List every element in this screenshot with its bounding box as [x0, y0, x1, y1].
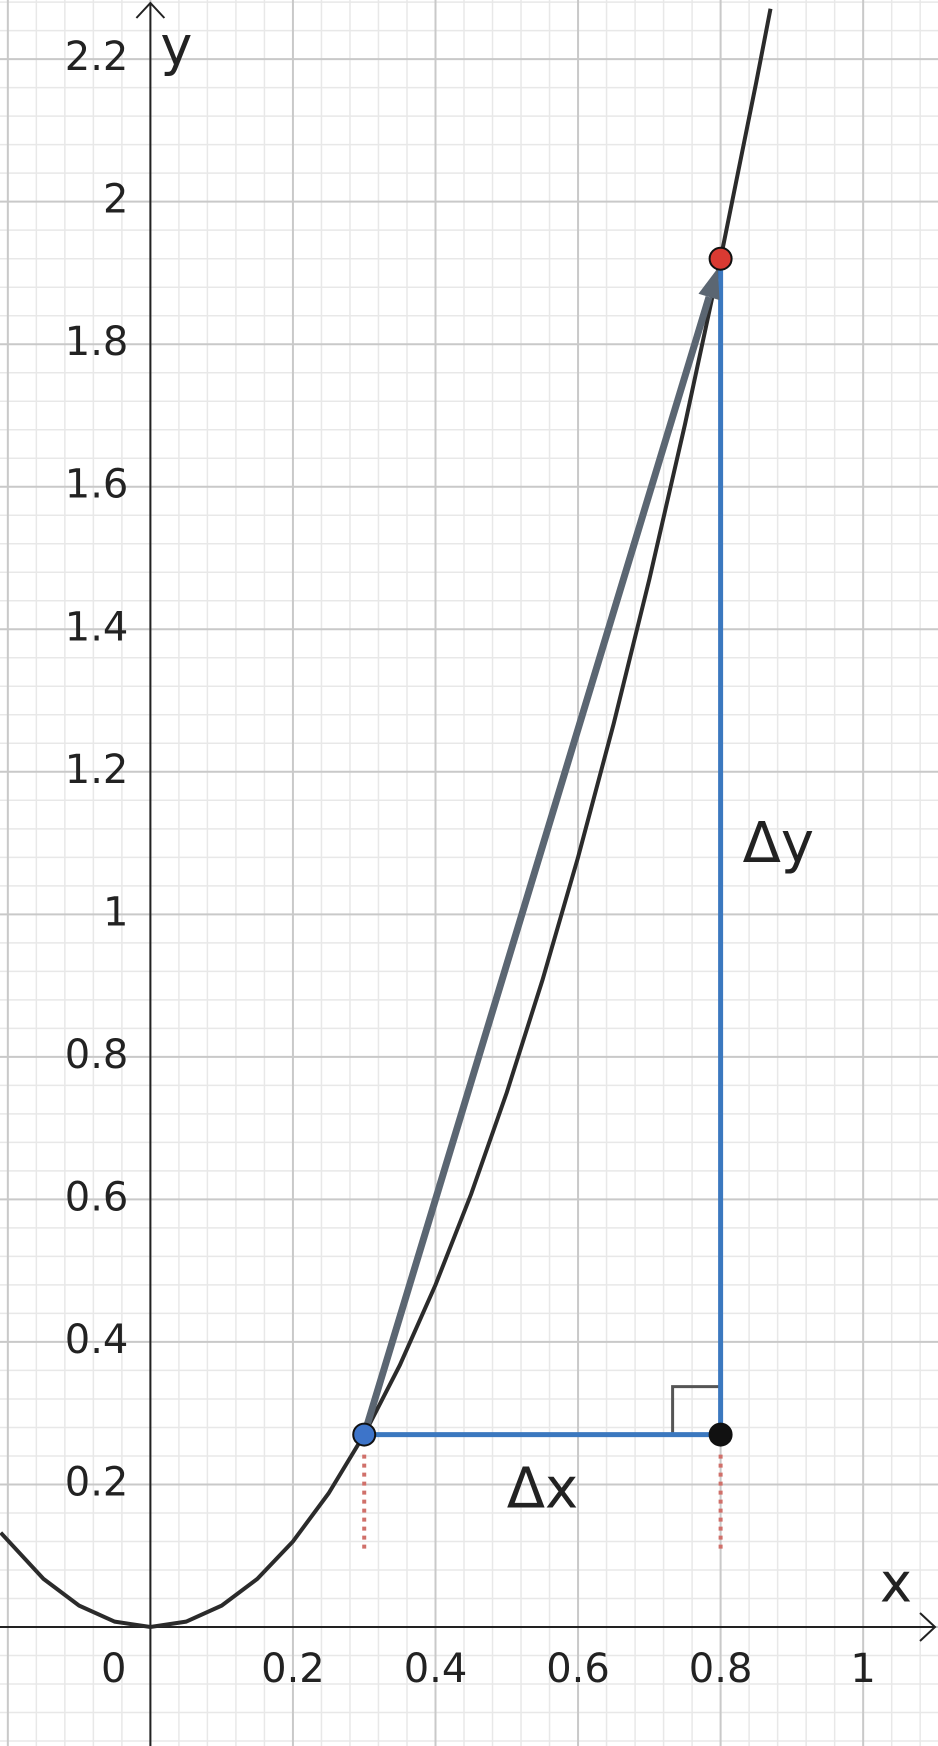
y-tick-label: 1 — [103, 889, 128, 935]
delta-x-label: Δx — [507, 1457, 578, 1522]
right-angle — [671, 1385, 721, 1435]
point — [708, 1422, 733, 1447]
point — [352, 1422, 377, 1447]
y-tick-label: 1.6 — [65, 462, 129, 508]
x-tick-label: 0.4 — [404, 1646, 468, 1692]
x-tick-label: 0 — [101, 1646, 126, 1692]
secant — [360, 295, 713, 1436]
y-tick-label: 0.8 — [65, 1032, 129, 1078]
y-tick-label: 2 — [103, 177, 128, 223]
x-tick-label: 0.8 — [689, 1646, 753, 1692]
y-tick-label: 0.2 — [65, 1459, 129, 1505]
y-tick-label: 2.2 — [65, 34, 129, 80]
x-tick-label: 0.2 — [261, 1646, 325, 1692]
point — [708, 246, 733, 271]
y-tick-label: 0.4 — [65, 1317, 129, 1363]
y-tick-label: 1.2 — [65, 747, 129, 793]
y-tick-label: 1.4 — [65, 604, 129, 650]
x-axis-arrow — [919, 1612, 937, 1642]
y-axis-arrow — [135, 1, 166, 19]
function-curve — [0, 8, 773, 1630]
x-axis-label: x — [880, 1552, 912, 1615]
y-tick-label: 0.6 — [65, 1174, 129, 1220]
delta-y-label: Δy — [743, 811, 814, 876]
x-tick-label: 0.6 — [546, 1646, 610, 1692]
y-tick-label: 1.8 — [65, 319, 129, 365]
x-tick-label: 1 — [850, 1646, 875, 1692]
secant-arrowhead — [698, 268, 720, 301]
y-axis-label: y — [160, 15, 192, 78]
